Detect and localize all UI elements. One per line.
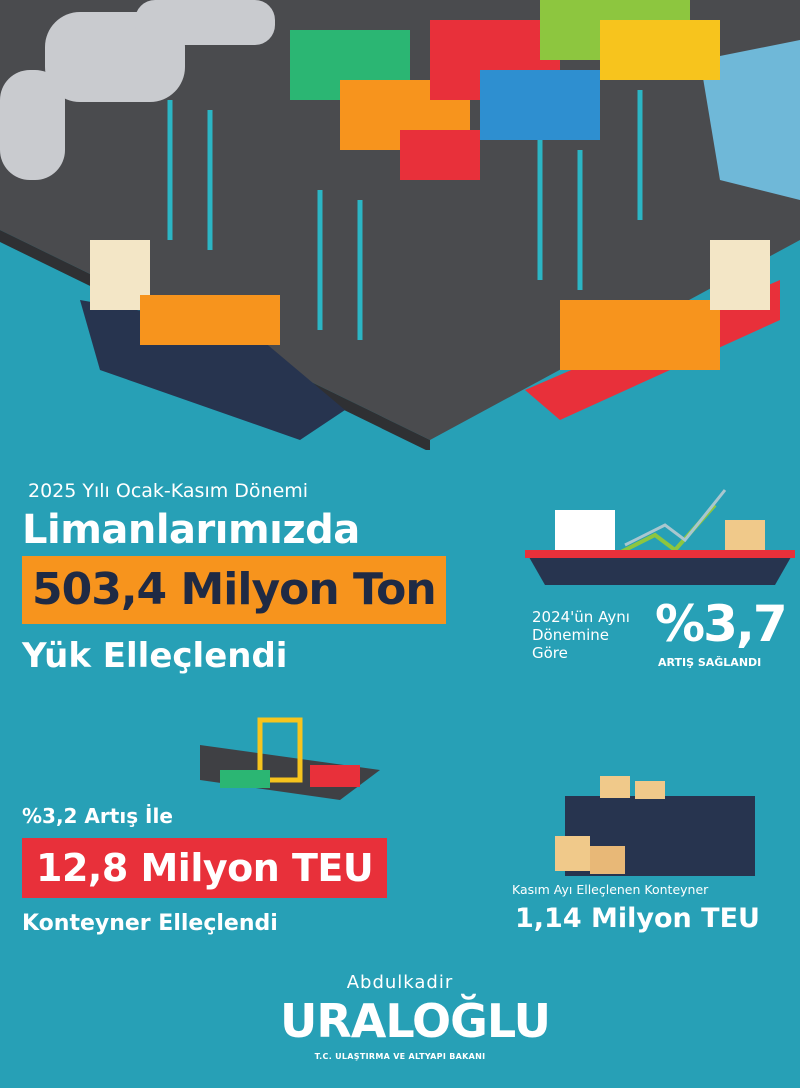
headline-line3: Yük Elleçlendi	[22, 636, 288, 676]
comparison-line: 2024'ün Aynı	[532, 608, 630, 626]
growth-label: ARTIŞ SAĞLANDI	[658, 656, 762, 669]
comparison-text: 2024'ün Aynı Dönemine Göre	[532, 608, 630, 662]
growth-percent: %3,7	[655, 595, 788, 653]
tonnage-highlight: 503,4 Milyon Ton	[22, 556, 446, 624]
container-line3: Konteyner Elleçlendi	[22, 911, 278, 936]
cargo-ship-growth-icon	[525, 489, 795, 585]
minister-logo: Abdulkadir URALOĞLU T.C. ULAŞTIRMA VE AL…	[280, 972, 551, 1062]
port-illustration	[0, 0, 800, 450]
logo-last-name: URALOĞLU	[280, 994, 551, 1048]
container-increase: %3,2 Artış İle	[22, 804, 173, 828]
november-value: 1,14 Milyon TEU	[515, 903, 760, 934]
container-terminal-icon	[200, 717, 380, 800]
headline-line1: Limanlarımızda	[22, 507, 360, 553]
shipping-container-icon	[555, 776, 755, 876]
logo-first-name: Abdulkadir	[346, 972, 454, 993]
comparison-line: Göre	[532, 644, 568, 662]
period-subtitle: 2025 Yılı Ocak-Kasım Dönemi	[28, 480, 309, 502]
logo-title: T.C. ULAŞTIRMA VE ALTYAPI BAKANI	[314, 1052, 486, 1061]
teu-highlight: 12,8 Milyon TEU	[22, 838, 388, 898]
comparison-line: Dönemine	[532, 626, 609, 644]
november-label: Kasım Ayı Elleçlenen Konteyner	[512, 882, 709, 897]
